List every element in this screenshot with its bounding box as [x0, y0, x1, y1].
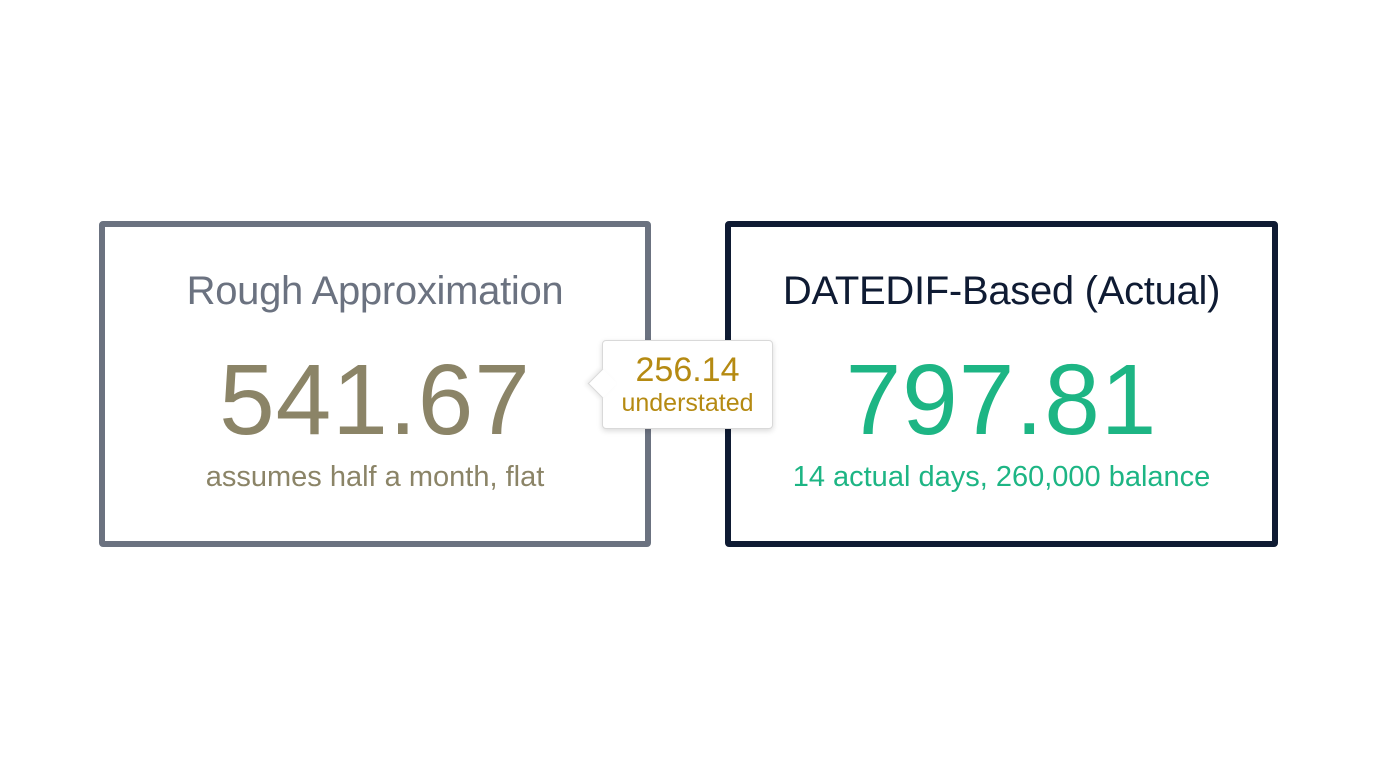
actual-subtitle: 14 actual days, 260,000 balance	[792, 461, 1211, 493]
difference-callout: 256.14 understated	[587, 340, 773, 429]
difference-label: understated	[621, 389, 754, 417]
actual-card: DATEDIF-Based (Actual) 797.81 14 actual …	[725, 221, 1278, 547]
actual-value: 797.81	[845, 344, 1158, 456]
approximation-value: 541.67	[219, 344, 531, 456]
approximation-card: Rough Approximation 541.67 assumes half …	[99, 221, 651, 547]
actual-title: DATEDIF-Based (Actual)	[782, 269, 1221, 313]
approximation-subtitle: assumes half a month, flat	[205, 461, 545, 493]
difference-value: 256.14	[635, 351, 740, 389]
approximation-title: Rough Approximation	[186, 269, 564, 313]
